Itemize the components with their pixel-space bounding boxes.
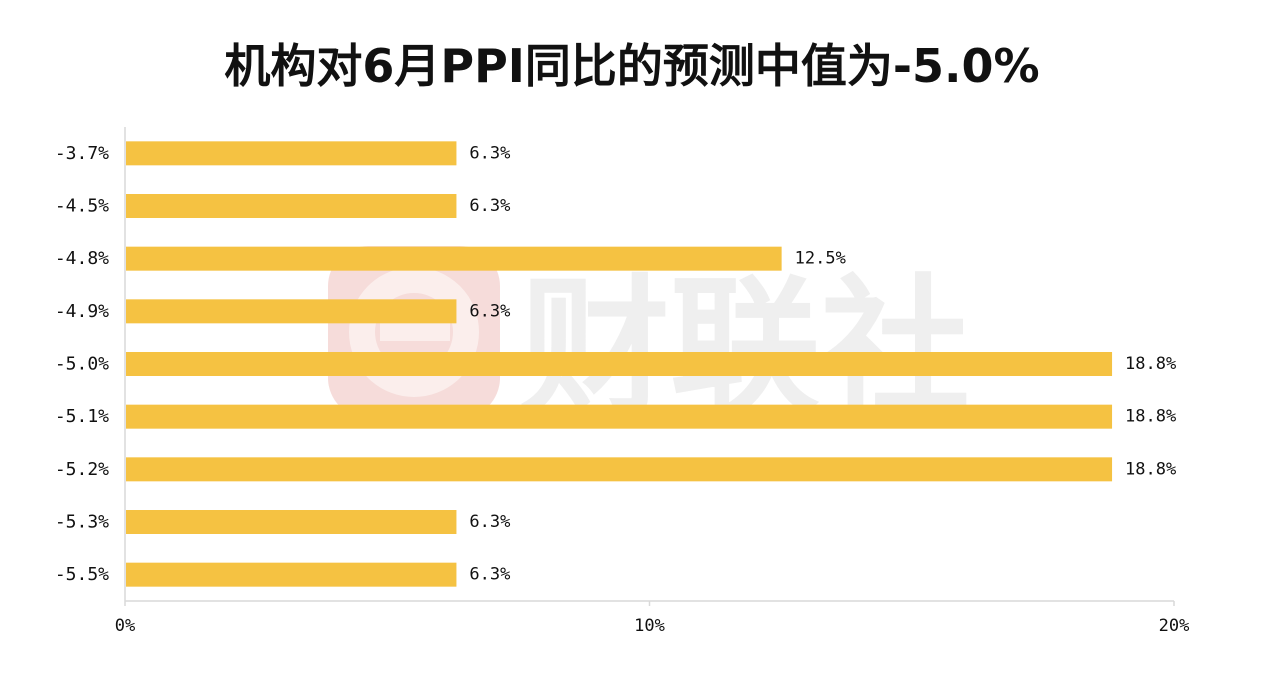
- bar-5: [126, 404, 1113, 429]
- value-label-8: 6.3%: [469, 565, 510, 585]
- category-label-6: -5.2%: [55, 459, 109, 480]
- bar-4: [126, 352, 1113, 376]
- value-label-6: 18.8%: [1125, 459, 1176, 479]
- bar-8: [126, 562, 457, 587]
- bar-2: [126, 246, 782, 271]
- value-label-3: 6.3%: [469, 301, 510, 321]
- bar-1: [126, 194, 457, 218]
- category-label-7: -5.3%: [55, 512, 109, 533]
- watermark-logo-ring: [349, 267, 479, 397]
- category-label-4: -5.0%: [55, 354, 109, 375]
- value-label-1: 6.3%: [469, 196, 510, 216]
- value-label-0: 6.3%: [469, 143, 510, 163]
- category-label-3: -4.9%: [55, 301, 109, 322]
- bar-0: [126, 141, 457, 166]
- bar-7: [126, 510, 457, 534]
- bar-3: [126, 299, 457, 324]
- x-tick-label-0: 0%: [115, 616, 135, 636]
- value-label-2: 12.5%: [795, 249, 846, 269]
- value-label-7: 6.3%: [469, 512, 510, 532]
- category-label-0: -3.7%: [55, 143, 109, 164]
- category-label-5: -5.1%: [55, 406, 109, 427]
- category-label-1: -4.5%: [55, 196, 109, 217]
- chart-title: 机构对6月PPI同比的预测中值为-5.0%: [224, 39, 1040, 93]
- bar-6: [126, 457, 1113, 482]
- x-tick-label-2: 20%: [1159, 616, 1190, 636]
- x-tick-label-1: 10%: [634, 616, 665, 636]
- category-label-2: -4.8%: [55, 248, 109, 269]
- value-label-5: 18.8%: [1125, 407, 1176, 427]
- watermark-logo-bar: [380, 323, 450, 341]
- value-label-4: 18.8%: [1125, 354, 1176, 374]
- category-label-8: -5.5%: [55, 564, 109, 585]
